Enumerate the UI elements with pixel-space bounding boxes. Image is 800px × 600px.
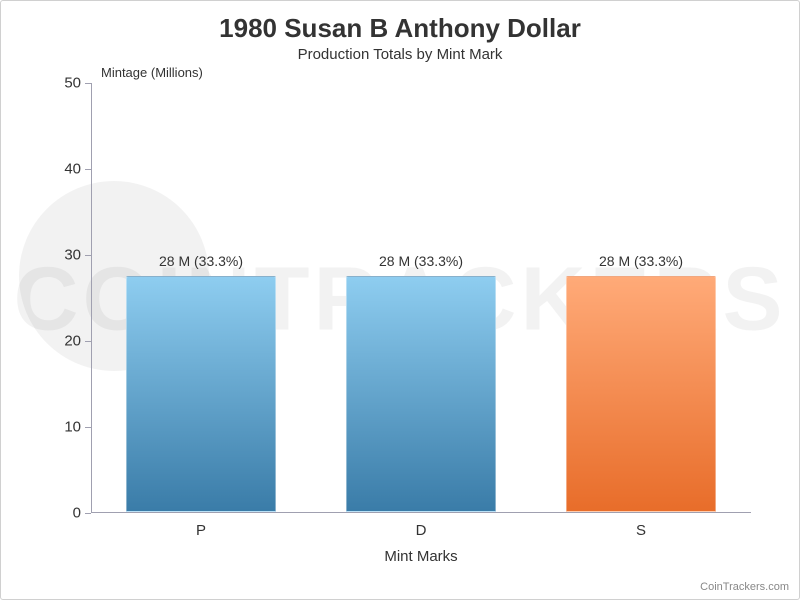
y-tick	[85, 169, 91, 170]
x-axis-line	[91, 512, 751, 513]
bar-S	[566, 276, 716, 513]
y-tick-label: 0	[41, 505, 81, 522]
bar-value-label: 28 M (33.3%)	[599, 253, 683, 269]
plot-area: Mintage (Millions) 01020304050 28 M (33.…	[91, 83, 751, 513]
y-tick	[85, 83, 91, 84]
bar-value-label: 28 M (33.3%)	[159, 253, 243, 269]
bar-P	[126, 276, 276, 513]
x-category-label: D	[416, 522, 427, 539]
y-tick-label: 40	[41, 161, 81, 178]
x-category-label: P	[196, 522, 206, 539]
credit-text: CoinTrackers.com	[700, 581, 789, 593]
chart-title: 1980 Susan B Anthony Dollar	[1, 13, 799, 44]
y-tick-label: 10	[41, 419, 81, 436]
x-axis-title: Mint Marks	[384, 548, 457, 565]
title-block: 1980 Susan B Anthony Dollar Production T…	[1, 1, 799, 63]
y-tick	[85, 255, 91, 256]
bar-D	[346, 276, 496, 513]
y-axis-line	[91, 83, 92, 513]
y-tick	[85, 427, 91, 428]
y-tick	[85, 513, 91, 514]
y-axis-title: Mintage (Millions)	[101, 65, 203, 80]
y-tick-label: 30	[41, 247, 81, 264]
bar-value-label: 28 M (33.3%)	[379, 253, 463, 269]
y-tick-label: 50	[41, 75, 81, 92]
chart-subtitle: Production Totals by Mint Mark	[1, 46, 799, 63]
x-category-label: S	[636, 522, 646, 539]
y-tick	[85, 341, 91, 342]
y-tick-label: 20	[41, 333, 81, 350]
